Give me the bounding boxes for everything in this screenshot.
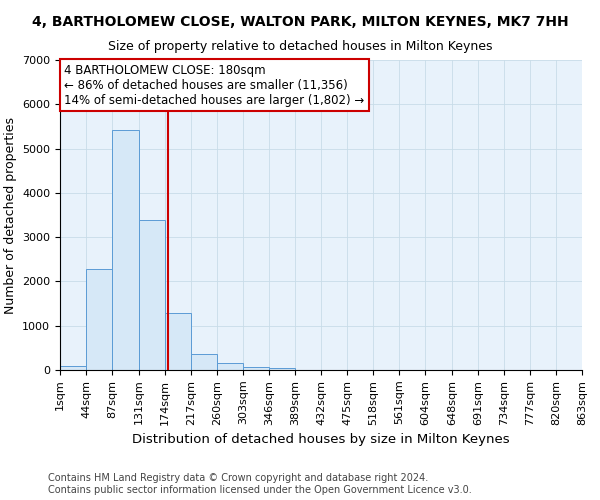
Text: Contains HM Land Registry data © Crown copyright and database right 2024.
Contai: Contains HM Land Registry data © Crown c…	[48, 474, 472, 495]
Bar	[139, 220, 165, 370]
Bar	[165, 314, 191, 370]
Text: 4, BARTHOLOMEW CLOSE, WALTON PARK, MILTON KEYNES, MK7 7HH: 4, BARTHOLOMEW CLOSE, WALTON PARK, MILTO…	[32, 15, 568, 29]
Bar	[217, 363, 243, 370]
Bar	[60, 366, 86, 370]
Bar	[243, 367, 269, 370]
Text: 4 BARTHOLOMEW CLOSE: 180sqm
← 86% of detached houses are smaller (11,356)
14% of: 4 BARTHOLOMEW CLOSE: 180sqm ← 86% of det…	[64, 64, 364, 106]
Text: Size of property relative to detached houses in Milton Keynes: Size of property relative to detached ho…	[108, 40, 492, 53]
Y-axis label: Number of detached properties: Number of detached properties	[4, 116, 17, 314]
Bar	[191, 354, 217, 370]
Bar	[269, 368, 295, 370]
Bar	[86, 269, 112, 370]
Bar	[112, 130, 139, 370]
X-axis label: Distribution of detached houses by size in Milton Keynes: Distribution of detached houses by size …	[132, 433, 510, 446]
